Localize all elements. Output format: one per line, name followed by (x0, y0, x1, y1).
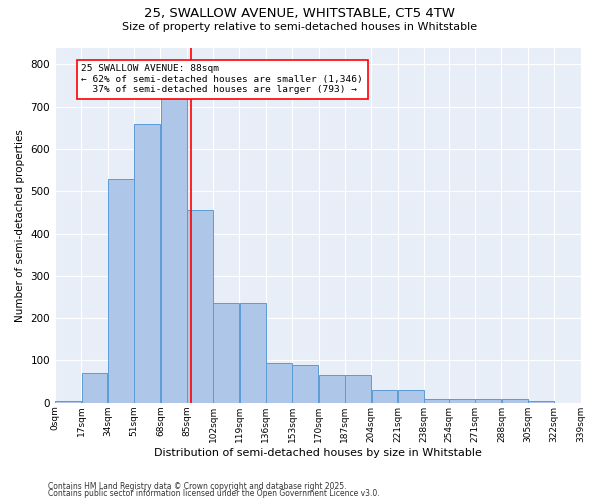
Bar (502, 398, 527, 403)
Bar (449, 398, 475, 403)
Text: 25 SWALLOW AVENUE: 88sqm
← 62% of semi-detached houses are smaller (1,346)
  37%: 25 SWALLOW AVENUE: 88sqm ← 62% of semi-d… (82, 64, 363, 94)
Bar (266, 362, 292, 403)
X-axis label: Distribution of semi-detached houses by size in Whitstable: Distribution of semi-detached houses by … (154, 448, 482, 458)
Bar (134, 124, 160, 403)
Bar (319, 376, 344, 403)
Text: Contains public sector information licensed under the Open Government Licence v3: Contains public sector information licen… (48, 489, 380, 498)
Text: 25, SWALLOW AVENUE, WHITSTABLE, CT5 4TW: 25, SWALLOW AVENUE, WHITSTABLE, CT5 4TW (145, 8, 455, 20)
Bar (345, 376, 371, 403)
Y-axis label: Number of semi-detached properties: Number of semi-detached properties (15, 128, 25, 322)
Bar (161, 82, 187, 403)
Text: Contains HM Land Registry data © Crown copyright and database right 2025.: Contains HM Land Registry data © Crown c… (48, 482, 347, 491)
Bar (187, 210, 213, 403)
Bar (214, 304, 239, 403)
Bar (108, 178, 134, 403)
Bar (82, 373, 107, 403)
Bar (528, 400, 554, 403)
Bar (398, 390, 424, 403)
Bar (371, 390, 397, 403)
Bar (475, 398, 501, 403)
Bar (55, 400, 81, 403)
Text: Size of property relative to semi-detached houses in Whitstable: Size of property relative to semi-detach… (122, 22, 478, 32)
Bar (424, 398, 450, 403)
Bar (240, 304, 266, 403)
Bar (292, 364, 318, 403)
